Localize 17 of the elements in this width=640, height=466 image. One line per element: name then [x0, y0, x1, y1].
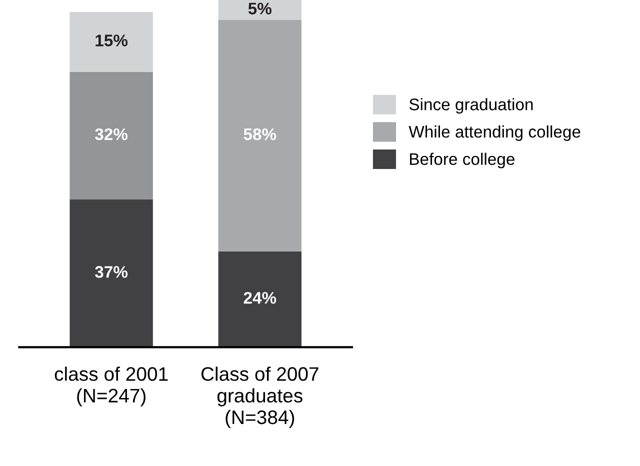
legend-label: While attending college: [408, 125, 580, 141]
data-label: 24%: [244, 292, 276, 304]
data-label: 58%: [244, 128, 276, 140]
legend-label: Before college: [410, 152, 514, 168]
legend-label: Since graduation: [409, 98, 533, 114]
data-label: 5%: [248, 2, 272, 14]
bar: [218, 20, 302, 252]
bar: [70, 72, 153, 200]
x-tick-label: class of 2001 (N=247): [54, 366, 168, 406]
x-tick-label: Class of 2007 graduates (N=384): [201, 366, 318, 428]
data-label: 37%: [95, 266, 128, 278]
data-label: 32%: [95, 128, 128, 140]
bar: [218, 0, 302, 20]
bar: [70, 12, 153, 72]
bar: [70, 200, 153, 348]
data-label: 15%: [96, 34, 128, 46]
bar: [218, 251, 302, 348]
